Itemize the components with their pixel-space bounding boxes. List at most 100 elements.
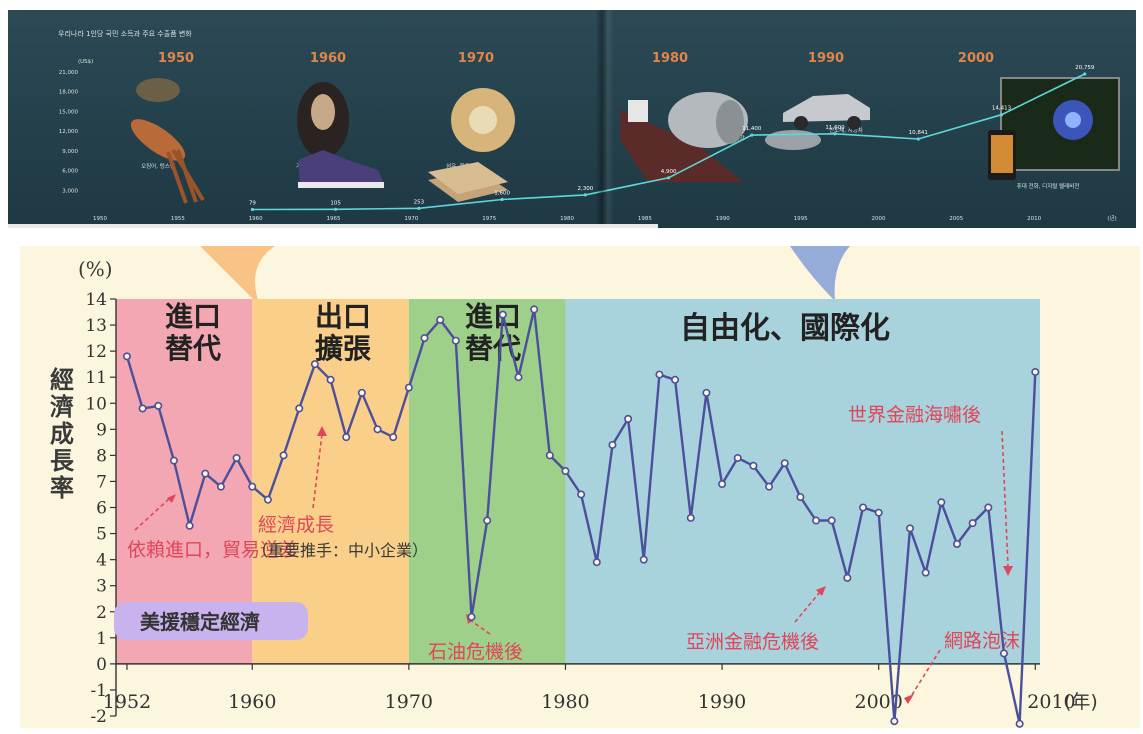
growth-data-point: [404, 383, 413, 392]
decor-petal-top-right: [790, 246, 850, 301]
growth-data-point: [827, 516, 836, 525]
top-y-tick: 21,000: [59, 70, 79, 76]
top-data-label: 2,300: [577, 186, 593, 192]
bot-y-tick: 0: [96, 655, 107, 675]
decor-petal-top-left: [200, 246, 275, 306]
annotation-import-dependence: 依賴進口，貿易逆差: [127, 539, 298, 561]
growth-data-point: [514, 373, 523, 382]
top-x-tick: (년): [1107, 214, 1116, 222]
top-data-point: [583, 193, 587, 197]
top-data-label: 10,841: [909, 130, 928, 136]
growth-data-point: [952, 539, 961, 548]
bot-y-tick: 8: [96, 446, 107, 466]
top-data-label: 11,600: [825, 125, 845, 131]
period-label: 出口擴張: [315, 300, 371, 365]
bot-y-tick: -2: [90, 707, 107, 727]
annotation-oil-crisis: 石油危機後: [428, 641, 523, 663]
bot-x-tick: 1970: [385, 691, 433, 713]
top-decade-label: 1990: [808, 51, 844, 66]
growth-data-point: [639, 555, 648, 564]
bot-y-tick: 1: [96, 629, 107, 649]
top-x-tick: 1990: [716, 216, 730, 222]
top-data-label: 14,413: [992, 106, 1012, 112]
growth-rate-chart-panel: 14 13 12 11 10 9 8 7 6 5 4 3 2 1 0 -1 -2 1952 1960 1970 198…: [20, 246, 1140, 728]
growth-data-point: [718, 480, 727, 489]
growth-data-point: [592, 558, 601, 567]
growth-data-point: [624, 414, 633, 423]
growth-data-point: [263, 495, 272, 504]
bot-y-tick: 4: [96, 551, 107, 571]
top-y-tick: 15,000: [59, 109, 79, 115]
annotation-sme: （重要推手：中小企業）: [252, 541, 428, 560]
top-export-label: 휴대 전화, 디지털 텔레비전: [1017, 182, 1080, 190]
top-y-tick: 9,000: [62, 149, 78, 155]
top-y-tick: 6,000: [62, 169, 78, 175]
top-data-point: [334, 207, 338, 211]
top-x-tick: 2005: [949, 216, 963, 222]
annotation-financial-tsunami: 世界金融海嘯後: [848, 404, 981, 426]
growth-data-point: [451, 336, 460, 345]
growth-data-point: [389, 433, 398, 442]
growth-data-point: [686, 513, 695, 522]
growth-data-point: [342, 433, 351, 442]
top-data-label: 253: [414, 199, 425, 205]
squid-illustration: [130, 78, 205, 204]
top-data-label: 79: [249, 200, 256, 206]
top-x-tick: 2000: [871, 216, 885, 222]
top-decade-label: 1980: [652, 51, 688, 66]
top-x-tick: 1985: [638, 216, 652, 222]
growth-data-point: [906, 524, 915, 533]
top-chart-y-unit: (US$): [78, 59, 93, 65]
growth-data-point: [608, 440, 617, 449]
top-y-tick: 12,000: [59, 129, 79, 135]
top-data-label: 1,600: [494, 190, 510, 196]
plywood-illustration: [428, 162, 508, 202]
growth-data-point: [483, 516, 492, 525]
growth-data-point: [169, 456, 178, 465]
top-x-tick: 2010: [1027, 216, 1041, 222]
bot-y-label: 經濟成長率: [50, 366, 75, 502]
annotation-export-growth: 經濟成長: [258, 514, 334, 536]
top-export-label: 반도체, 자동차: [829, 126, 863, 134]
bot-x-tick: 1952: [103, 691, 151, 713]
growth-data-point: [498, 310, 507, 319]
top-data-point: [500, 197, 504, 202]
growth-data-point: [671, 375, 680, 384]
annotation-asian-crisis: 亞洲金融危機後: [686, 631, 819, 653]
growth-data-point: [874, 508, 883, 517]
top-x-tick: 1995: [794, 216, 808, 222]
growth-data-point: [1015, 719, 1024, 728]
phone-illustration: [988, 130, 1016, 180]
growth-data-point: [702, 388, 711, 397]
bot-x-tick: 2000: [855, 691, 903, 713]
growth-data-point: [185, 521, 194, 530]
top-data-point: [999, 113, 1004, 117]
growth-data-point: [357, 388, 366, 397]
growth-data-point: [232, 453, 241, 462]
top-data-point: [833, 132, 837, 136]
bot-y-tick: 13: [85, 316, 107, 336]
top-data-point: [250, 207, 255, 212]
top-decade-label: 1950: [158, 51, 194, 66]
bot-x-tick: 1980: [541, 691, 589, 713]
growth-data-point: [921, 568, 930, 577]
growth-data-point: [295, 404, 304, 413]
bot-y-tick: 6: [96, 499, 107, 519]
growth-data-point: [545, 451, 554, 460]
income-export-chart-panel: 우리나라 1인당 국민 소득과 주요 수출품 변화 (US$) 21,000 18…: [8, 10, 1136, 228]
top-x-tick: 1970: [404, 216, 418, 222]
top-decade-label: 2000: [958, 51, 994, 66]
growth-data-point: [1031, 367, 1040, 376]
growth-data-point: [373, 425, 382, 434]
bot-y-tick: 2: [96, 603, 107, 623]
top-export-label: 오징어, 텅스텐: [141, 162, 175, 170]
growth-data-point: [890, 717, 899, 726]
growth-data-point: [122, 352, 131, 361]
annotation-us-aid-bubble: [114, 602, 308, 640]
bot-y-tick: 5: [96, 525, 107, 545]
top-x-tick: 1950: [93, 216, 107, 222]
period-label: 自由化、國際化: [680, 311, 890, 346]
steel-coil-illustration: [668, 92, 748, 148]
period-label: 進口替代: [465, 300, 521, 365]
